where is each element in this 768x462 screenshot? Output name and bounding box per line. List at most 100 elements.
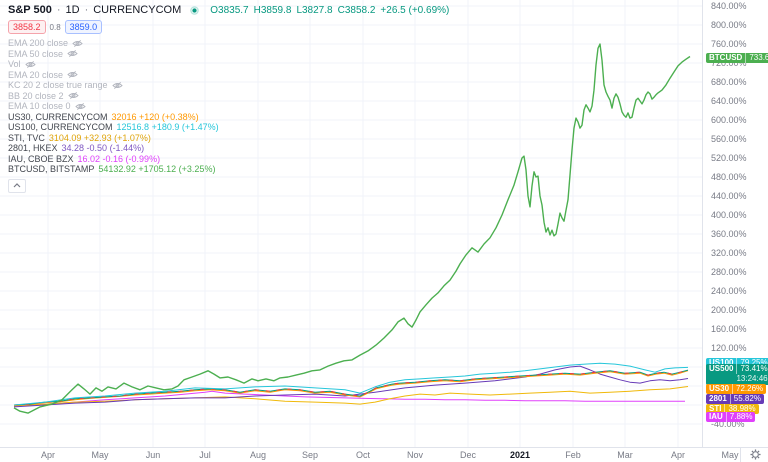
series-line-us30 [13, 370, 689, 406]
indicator-row[interactable]: EMA 10 close 0 [8, 101, 449, 112]
series-line-iau [13, 390, 686, 407]
indicator-row[interactable]: BB 20 close 2 [8, 91, 449, 102]
price-label-us500: US500 73.41% 13:24:46 [706, 364, 768, 385]
bid-ask-row: 3858.2 0.8 3859.0 [8, 20, 449, 34]
indicator-row[interactable]: EMA 50 close [8, 49, 449, 60]
time-tick: Aug [249, 450, 267, 460]
price-tick: 800.00% [711, 20, 747, 30]
separator-dot: · [56, 4, 61, 16]
compare-row[interactable]: BTCUSD, BITSTAMP 54132.92 +1705.12 (+3.25… [8, 164, 449, 175]
indicator-label: BB 20 close 2 [8, 90, 64, 101]
legend: S&P 500 · 1D · CURRENCYCOM O3835.7 H3859… [8, 3, 449, 193]
compare-row[interactable]: 2801, HKEX 34.28 -0.50 (-1.44%) [8, 143, 449, 154]
compare-symbol: US30, CURRENCYCOM [8, 111, 108, 122]
price-label-sti: STI 38.98% [706, 404, 759, 414]
time-tick: Jul [199, 450, 211, 460]
eye-off-icon[interactable] [72, 39, 83, 48]
compare-symbol: US100, CURRENCYCOM [8, 122, 113, 133]
chevron-up-icon [13, 183, 21, 188]
ohlc-values: O3835.7 H3859.8 L3827.8 C3858.2 +26.5 (+… [210, 4, 450, 16]
bid-button[interactable]: 3858.2 [8, 20, 46, 34]
price-tick: 120.00% [711, 343, 747, 353]
compare-value: 54132.92 +1705.12 (+3.25%) [98, 164, 216, 175]
price-tick: 280.00% [711, 267, 747, 277]
indicator-row[interactable]: EMA 20 close [8, 70, 449, 81]
eye-off-icon[interactable] [67, 70, 78, 79]
eye-off-icon[interactable] [67, 91, 79, 100]
price-tick: 160.00% [711, 324, 747, 334]
change-value: +26.5 (+0.69%) [380, 4, 450, 16]
indicator-row[interactable]: EMA 200 close [8, 38, 449, 49]
time-tick: May [721, 450, 739, 460]
price-tick: 520.00% [711, 153, 747, 163]
legend-collapse-button[interactable] [8, 178, 26, 193]
compare-row[interactable]: US100, CURRENCYCOM 12516.8 +180.9 (+1.47%… [8, 122, 449, 133]
separator-dot: · [84, 4, 89, 16]
time-tick: Apr [40, 450, 56, 460]
compare-row[interactable]: STI, TVC 3104.09 +32.93 (+1.07%) [8, 133, 449, 144]
indicator-label: KC 20 2 close true range [8, 80, 108, 91]
compare-value: 12516.8 +180.9 (+1.47%) [116, 122, 219, 133]
axis-settings-area [740, 447, 768, 462]
compare-symbol: STI, TVC [8, 132, 45, 143]
time-tick: Mar [617, 450, 633, 460]
price-label-iau: IAU 7.88% [706, 412, 756, 422]
indicator-label: EMA 10 close 0 [8, 101, 71, 112]
price-tick: 760.00% [711, 39, 747, 49]
time-tick: Oct [355, 450, 371, 460]
time-tick: Apr [670, 450, 686, 460]
time-tick: Jun [145, 450, 161, 460]
compare-row[interactable]: IAU, CBOE BZX 16.02 -0.16 (-0.99%) [8, 154, 449, 165]
time-tick: Dec [459, 450, 477, 460]
market-status-icon[interactable] [190, 5, 200, 15]
indicator-row[interactable]: Vol [8, 59, 449, 70]
gear-icon[interactable] [749, 449, 761, 460]
price-tick: 400.00% [711, 210, 747, 220]
price-tick: 440.00% [711, 191, 747, 201]
eye-off-icon[interactable] [67, 49, 78, 58]
exchange-label: CURRENCYCOM [93, 4, 182, 16]
price-label-2801: 2801 55.82% [706, 394, 764, 404]
chart-canvas[interactable] [0, 0, 702, 447]
eye-off-icon[interactable] [111, 81, 123, 90]
time-tick: Nov [406, 450, 424, 460]
eye-off-icon[interactable] [24, 60, 36, 69]
time-tick: Feb [565, 450, 581, 460]
series-line-us100 [13, 362, 689, 406]
price-tick: -40.00% [711, 419, 745, 429]
compare-value: 3104.09 +32.93 (+1.07%) [48, 132, 151, 143]
time-axis[interactable]: Apr May Jun Jul Aug Sep Oct Nov Dec 2021 Feb Mar Apr… [0, 447, 768, 462]
series-line-us500-dash [13, 369, 689, 406]
price-tick: 200.00% [711, 305, 747, 315]
compare-row[interactable]: US30, CURRENCYCOM 32016 +120 (+0.38%) [8, 112, 449, 123]
price-tick: 840.00% [711, 1, 747, 11]
price-tick: 360.00% [711, 229, 747, 239]
price-axis[interactable]: 840.00% 800.00% 760.00% 720.00% 680.00% 640.0… [702, 0, 768, 447]
ask-button[interactable]: 3859.0 [64, 20, 103, 34]
price-tick: 480.00% [711, 172, 747, 182]
price-label-us30: US30 72.26% [706, 384, 767, 394]
indicator-row[interactable]: KC 20 2 close true range [8, 80, 449, 91]
symbol-name[interactable]: S&P 500 [8, 4, 52, 16]
series-line-2801 [13, 365, 689, 408]
price-tick: 600.00% [711, 115, 747, 125]
interval-label[interactable]: 1D [65, 4, 80, 16]
bar-countdown: 13:24:46 [736, 374, 768, 383]
time-tick: May [91, 450, 109, 460]
time-tick: 2021 [509, 450, 531, 460]
indicator-label: EMA 20 close [8, 69, 64, 80]
eye-off-icon[interactable] [74, 102, 86, 111]
series-line-btcusd [13, 43, 691, 414]
compare-symbol: IAU, CBOE BZX [8, 153, 74, 164]
price-tick: 320.00% [711, 248, 747, 258]
compare-symbol: 2801, HKEX [8, 143, 58, 154]
compare-symbol: BTCUSD, BITSTAMP [8, 164, 95, 175]
price-tick: 560.00% [711, 134, 747, 144]
time-tick: Sep [301, 450, 319, 460]
symbol-title-row[interactable]: S&P 500 · 1D · CURRENCYCOM O3835.7 H3859… [8, 3, 449, 17]
price-label-us100: US100 79.25% [706, 358, 768, 368]
price-tick: 240.00% [711, 286, 747, 296]
price-tick: 640.00% [711, 96, 747, 106]
